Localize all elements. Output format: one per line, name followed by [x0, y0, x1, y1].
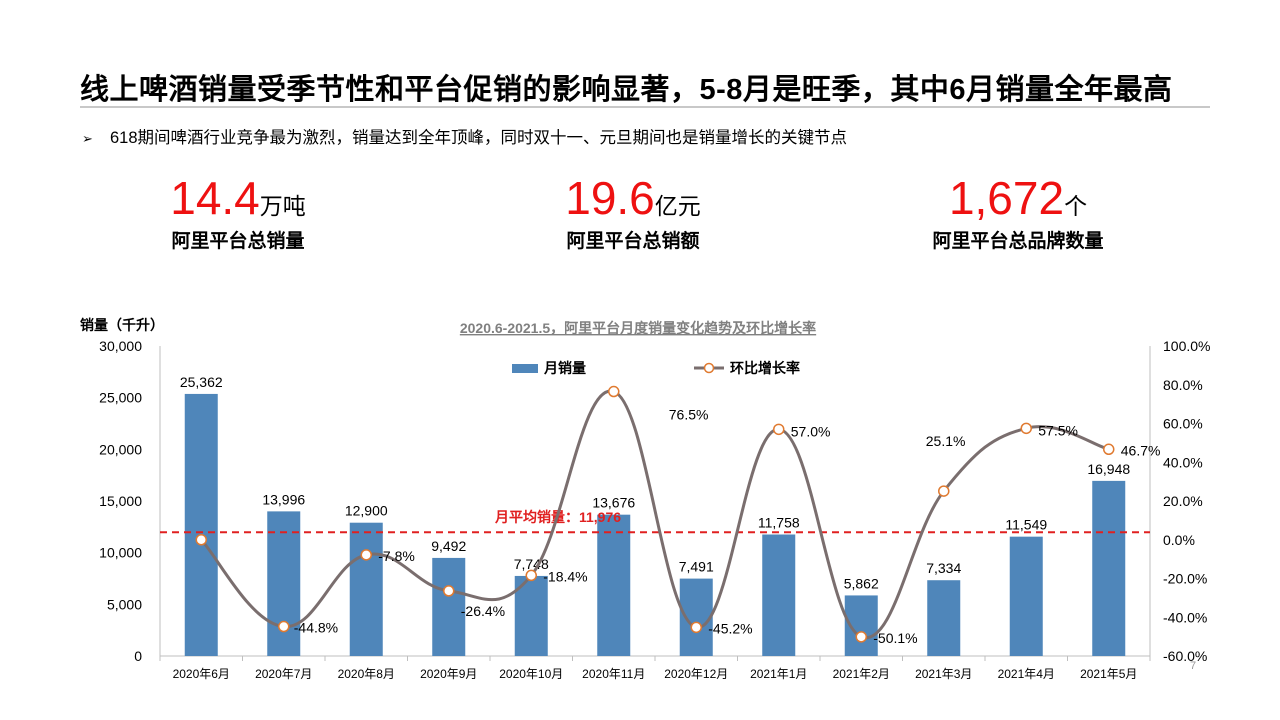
- y-tick-label: 0: [134, 648, 142, 664]
- bar-value-label: 13,676: [592, 495, 635, 511]
- growth-rate-label: -50.1%: [873, 630, 917, 646]
- kpi-label: 阿里平台总品牌数量: [932, 231, 1104, 252]
- growth-rate-marker: [608, 385, 620, 398]
- growth-rate-marker: [278, 620, 290, 633]
- bullet-text: 618期间啤酒行业竞争最为激烈，销量达到全年顶峰，同时双十一、元旦期间也是销量增…: [110, 129, 848, 147]
- y2-tick-label: 100.0%: [1163, 338, 1210, 354]
- bar-value-label: 13,996: [262, 491, 305, 507]
- y-tick-label: 25,000: [99, 390, 142, 406]
- y2-tick-label: -60.0%: [1163, 648, 1207, 664]
- growth-rate-label: 46.7%: [1121, 442, 1161, 458]
- page-number: 7: [1190, 660, 1197, 672]
- legend-bar-swatch: [512, 364, 538, 373]
- y2-tick-label: 20.0%: [1163, 493, 1203, 509]
- growth-rate-label: -26.4%: [461, 603, 505, 619]
- title-divider: [80, 106, 1210, 108]
- growth-rate-marker: [443, 585, 455, 597]
- bar-value-label: 12,900: [345, 503, 388, 519]
- bullet-arrow-icon: ➢: [82, 131, 93, 146]
- bar-value-label: 9,492: [431, 538, 466, 554]
- bar-value-label: 7,491: [679, 559, 714, 575]
- kpi-label: 阿里平台总销额: [566, 231, 700, 252]
- x-tick-label: 2021年5月: [1080, 667, 1137, 681]
- x-tick-label: 2020年12月: [664, 667, 728, 681]
- chart-title: 2020.6-2021.5，阿里平台月度销量变化趋势及环比增长率: [460, 320, 816, 336]
- kpi-label: 阿里平台总销量: [171, 231, 305, 252]
- y-tick-label: 20,000: [99, 441, 142, 457]
- y2-tick-label: -20.0%: [1163, 571, 1207, 587]
- growth-rate-marker: [773, 423, 785, 436]
- y-tick-label: 30,000: [99, 338, 142, 354]
- y-tick-label: 5,000: [107, 596, 142, 612]
- kpi-total-sales: 19.6亿元 阿里平台总销额: [548, 172, 718, 253]
- x-tick-label: 2021年2月: [833, 667, 890, 681]
- y2-tick-label: 80.0%: [1163, 377, 1203, 393]
- bar-value-label: 5,862: [844, 575, 879, 591]
- growth-rate-marker: [690, 621, 702, 634]
- growth-rate-label: 25.1%: [926, 433, 966, 449]
- bar: [1009, 536, 1043, 656]
- bar: [1092, 480, 1126, 656]
- kpi-unit: 亿元: [654, 193, 701, 219]
- slide-title: 线上啤酒销量受季节性和平台促销的影响显著，5-8月是旺季，其中6月销量全年最高: [80, 74, 1173, 106]
- legend-line-label: 环比增长率: [730, 360, 800, 376]
- growth-rate-marker: [938, 485, 950, 497]
- bar: [514, 575, 548, 656]
- x-tick-label: 2020年6月: [173, 667, 230, 681]
- kpi-value: 1,672: [948, 172, 1065, 224]
- growth-rate-label: -7.8%: [378, 548, 415, 564]
- legend-bar-label: 月销量: [543, 360, 586, 376]
- growth-rate-marker: [195, 534, 207, 546]
- growth-rate-marker: [525, 569, 537, 582]
- growth-rate-line: [200, 389, 1110, 640]
- bar: [432, 557, 466, 656]
- growth-rate-marker: [855, 631, 867, 643]
- growth-rate-label: 57.5%: [1038, 422, 1078, 438]
- bar: [762, 534, 796, 656]
- growth-rate-label: -18.4%: [543, 568, 587, 584]
- y-tick-label: 15,000: [99, 493, 142, 509]
- x-tick-label: 2020年8月: [338, 667, 395, 681]
- y-axis-label: 销量（千升）: [80, 317, 164, 333]
- growth-rate-label: -44.8%: [294, 620, 338, 636]
- bar: [349, 522, 383, 656]
- x-tick-label: 2020年10月: [499, 667, 563, 681]
- bar-value-label: 7,334: [926, 560, 961, 576]
- kpi-value: 14.4: [170, 172, 260, 224]
- bar-value-label: 16,948: [1087, 461, 1130, 477]
- x-tick-label: 2020年11月: [582, 667, 645, 681]
- y2-tick-label: 60.0%: [1163, 416, 1203, 432]
- growth-rate-label: 57.0%: [791, 423, 831, 439]
- kpi-unit: 个: [1064, 193, 1088, 219]
- x-tick-label: 2021年3月: [915, 667, 972, 681]
- kpi-total-volume: 14.4万吨 阿里平台总销量: [158, 172, 318, 253]
- legend-line-marker: [703, 362, 715, 374]
- bar-value-label: 11,549: [1005, 517, 1047, 533]
- bullet-point: ➢ 618期间啤酒行业竞争最为激烈，销量达到全年顶峰，同时双十一、元旦期间也是销量…: [82, 124, 847, 148]
- growth-rate-marker: [1020, 422, 1032, 435]
- kpi-value: 19.6: [565, 172, 655, 224]
- growth-rate-label: -45.2%: [708, 620, 752, 636]
- growth-rate-marker: [360, 549, 372, 561]
- bar: [597, 514, 631, 656]
- y2-tick-label: 40.0%: [1163, 454, 1203, 470]
- bar-value-label: 25,362: [180, 374, 223, 390]
- x-tick-label: 2020年9月: [420, 667, 477, 681]
- bar-value-label: 11,758: [758, 515, 800, 531]
- y2-tick-label: -40.0%: [1163, 609, 1207, 625]
- y-tick-label: 10,000: [99, 545, 142, 561]
- x-tick-label: 2021年4月: [998, 667, 1055, 681]
- growth-rate-label: 76.5%: [669, 407, 709, 423]
- x-tick-label: 2021年1月: [750, 667, 807, 681]
- x-tick-label: 2020年7月: [255, 667, 312, 681]
- growth-rate-marker: [1103, 443, 1115, 456]
- kpi-unit: 万吨: [259, 193, 306, 219]
- kpi-brand-count: 1,672个 阿里平台总品牌数量: [918, 172, 1118, 253]
- bar: [184, 393, 218, 656]
- bar: [927, 580, 961, 656]
- y2-tick-label: 0.0%: [1163, 532, 1195, 548]
